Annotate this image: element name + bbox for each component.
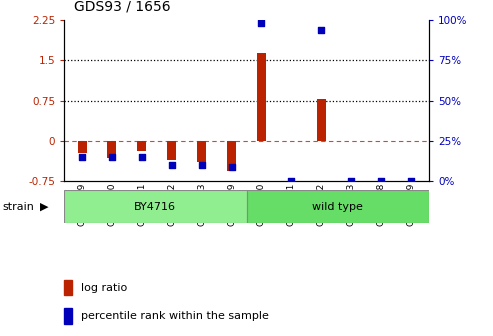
Point: [317, 27, 325, 33]
Bar: [64, 308, 72, 324]
Text: wild type: wild type: [312, 202, 363, 212]
Text: strain: strain: [2, 202, 35, 212]
Bar: [77, 141, 86, 153]
Point: [168, 163, 176, 168]
Point: [407, 179, 415, 184]
Text: ▶: ▶: [40, 202, 49, 212]
Point: [228, 164, 236, 170]
Point: [78, 155, 86, 160]
Point: [377, 179, 385, 184]
Bar: [197, 141, 206, 162]
Bar: [107, 141, 116, 158]
Bar: [246, 190, 429, 223]
Bar: [138, 141, 146, 151]
Bar: [167, 141, 176, 160]
Text: GDS93 / 1656: GDS93 / 1656: [74, 0, 171, 13]
Bar: [64, 190, 246, 223]
Bar: [257, 53, 266, 141]
Point: [287, 179, 295, 184]
Text: BY4716: BY4716: [134, 202, 176, 212]
Bar: [317, 99, 326, 141]
Point: [198, 163, 206, 168]
Text: percentile rank within the sample: percentile rank within the sample: [80, 311, 268, 321]
Point: [347, 179, 355, 184]
Point: [108, 155, 116, 160]
Point: [257, 21, 265, 26]
Bar: [227, 141, 236, 171]
Bar: [64, 280, 72, 295]
Point: [138, 155, 146, 160]
Text: log ratio: log ratio: [80, 283, 127, 293]
